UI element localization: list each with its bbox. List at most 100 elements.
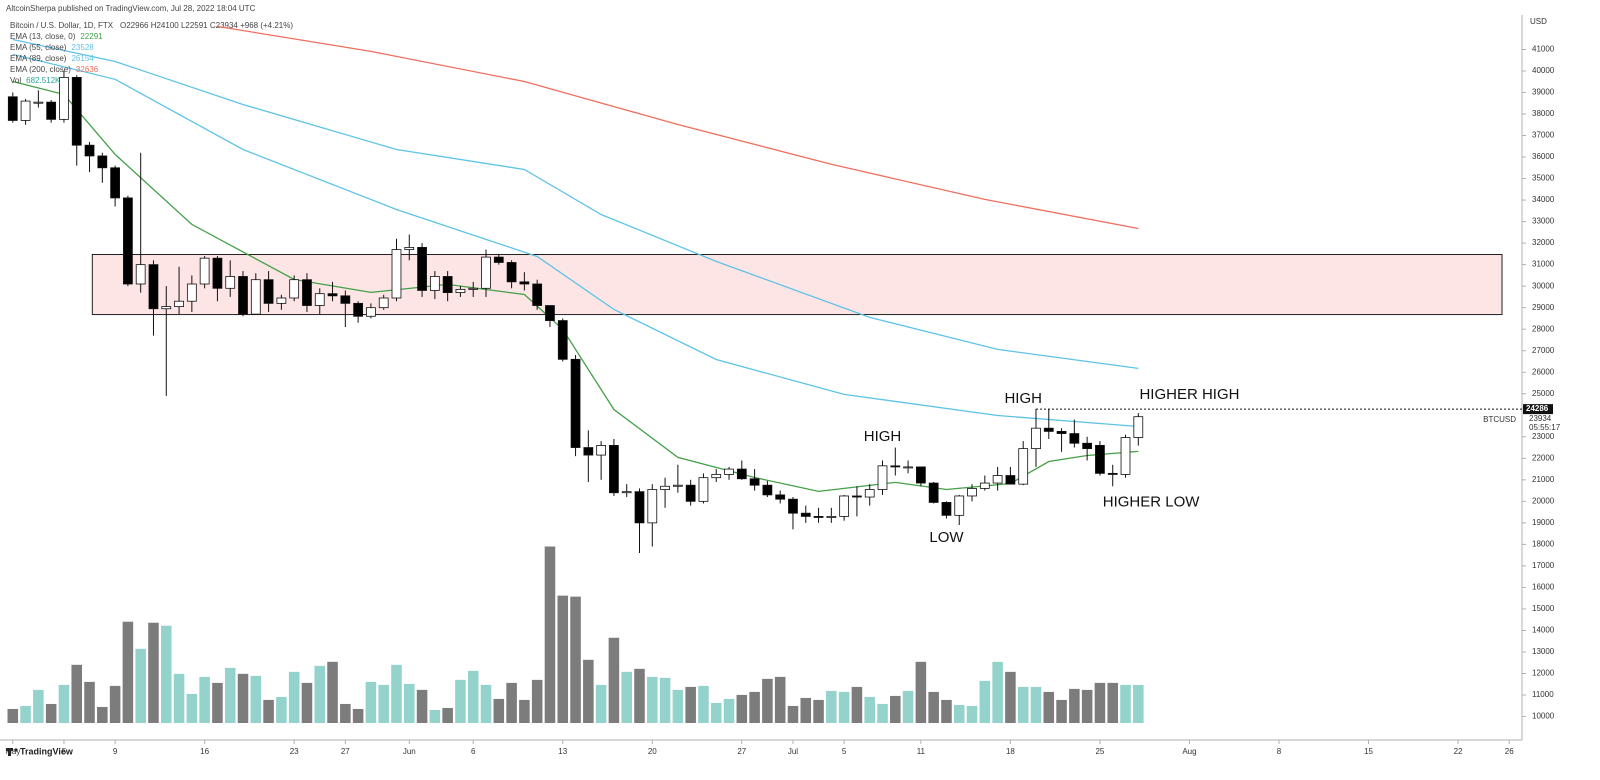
y-tick-label: 31000 — [1532, 260, 1555, 269]
candle-body — [775, 494, 786, 500]
volume-bar — [966, 705, 978, 723]
candle-body — [864, 489, 875, 498]
x-tick-label: 15 — [1364, 747, 1373, 756]
candle-body — [762, 484, 773, 496]
y-tick-label: 36000 — [1532, 152, 1555, 161]
x-tick-label: 6 — [471, 747, 476, 756]
volume-bar — [519, 699, 530, 723]
y-tick-label: 21000 — [1532, 475, 1555, 484]
candle-body — [429, 276, 440, 291]
volume-bar — [992, 661, 1003, 723]
legend-value: 23528 — [71, 43, 94, 52]
volume-bar — [199, 676, 210, 723]
x-tick-label: 13 — [558, 747, 567, 756]
volume-bar — [647, 676, 658, 723]
candle-body — [903, 466, 913, 469]
candle-body — [225, 276, 236, 289]
candle-body — [711, 474, 722, 479]
volume-bar — [1043, 691, 1055, 723]
currency: USD — [1530, 17, 1547, 26]
volume-bar — [122, 621, 134, 723]
legend-name: Vol — [10, 76, 21, 85]
annotation: HIGH — [864, 428, 902, 445]
x-tick-label: 11 — [917, 747, 926, 756]
candle-body — [174, 300, 184, 307]
volume-bar — [429, 709, 441, 723]
volume-bar — [890, 695, 901, 723]
candle-body — [276, 297, 287, 304]
volume-bar — [979, 680, 991, 723]
x-tick-label: Aug — [1182, 747, 1196, 756]
candle-body — [33, 101, 44, 104]
volume-bar — [263, 699, 274, 723]
x-tick-label: Jul — [788, 747, 798, 756]
candle-body — [238, 276, 248, 315]
legend-name: EMA (55, close) — [10, 43, 67, 52]
y-tick-label: 14000 — [1532, 626, 1555, 635]
plot-area — [7, 25, 1503, 723]
volume-bar — [762, 678, 773, 723]
volume-bar — [621, 671, 632, 723]
candle-body — [724, 468, 734, 475]
y-tick-label: 28000 — [1532, 324, 1555, 333]
candle-body — [1095, 444, 1105, 474]
y-tick-label: 12000 — [1532, 669, 1555, 678]
y-tick-label: 38000 — [1532, 109, 1555, 118]
annotation: HIGH — [1004, 390, 1042, 407]
volume-bar — [327, 661, 338, 723]
y-tick-label: 27000 — [1532, 346, 1555, 355]
x-tick-label: 23 — [290, 747, 299, 756]
annotation: HIGHER LOW — [1103, 493, 1201, 510]
candle-body — [289, 279, 300, 299]
candle-body — [928, 482, 939, 503]
volume-bar — [608, 637, 620, 723]
candle-body — [20, 100, 31, 121]
publisher: AltcoinSherpa published on TradingView.c… — [6, 4, 256, 13]
volume-bar — [160, 625, 172, 723]
volume-bar — [813, 699, 824, 723]
volume-bar — [736, 694, 748, 723]
volume-bar — [7, 708, 19, 723]
volume-bar — [698, 685, 709, 723]
candle-body — [468, 287, 479, 290]
candle-body — [366, 307, 376, 317]
y-tick-label: 13000 — [1532, 647, 1555, 656]
volume-bar — [352, 708, 364, 723]
candle-body — [353, 302, 363, 317]
volume-bar — [570, 596, 581, 723]
volume-bar — [1133, 684, 1144, 723]
candle-body — [570, 358, 581, 448]
volume-bar — [1120, 684, 1131, 723]
price-line-label: 24286 — [1526, 404, 1549, 413]
volume-bar — [135, 648, 146, 723]
x-tick-label: 20 — [648, 747, 657, 756]
volume-bar — [378, 684, 389, 723]
volume-bar — [583, 659, 594, 723]
candle-body — [84, 144, 95, 157]
y-tick-label: 34000 — [1532, 195, 1555, 204]
y-tick-label: 35000 — [1532, 174, 1555, 183]
candle-body — [1120, 437, 1131, 475]
candle-body — [46, 101, 57, 120]
footer-brand: TradingView — [20, 746, 74, 756]
candle-body — [506, 262, 517, 283]
candle-body — [186, 283, 197, 302]
candle-body — [826, 516, 837, 518]
volume-bar — [953, 704, 965, 723]
candle-body — [455, 288, 466, 294]
candle-body — [327, 293, 338, 297]
volume-bar — [685, 686, 696, 723]
symbol-label: BTCUSD — [1483, 415, 1516, 424]
annotation: HIGHER HIGH — [1139, 386, 1239, 403]
candle-body — [212, 257, 223, 289]
candle-body — [557, 320, 568, 360]
volume-bar — [45, 703, 57, 723]
candle-body — [736, 468, 747, 480]
candle-body — [1107, 472, 1118, 475]
volume-bar — [97, 706, 108, 723]
candle-body — [302, 279, 312, 306]
symbol-title: Bitcoin / U.S. Dollar, 1D, FTX — [10, 21, 114, 30]
volume-bar — [749, 691, 760, 723]
volume-bar — [365, 681, 377, 723]
